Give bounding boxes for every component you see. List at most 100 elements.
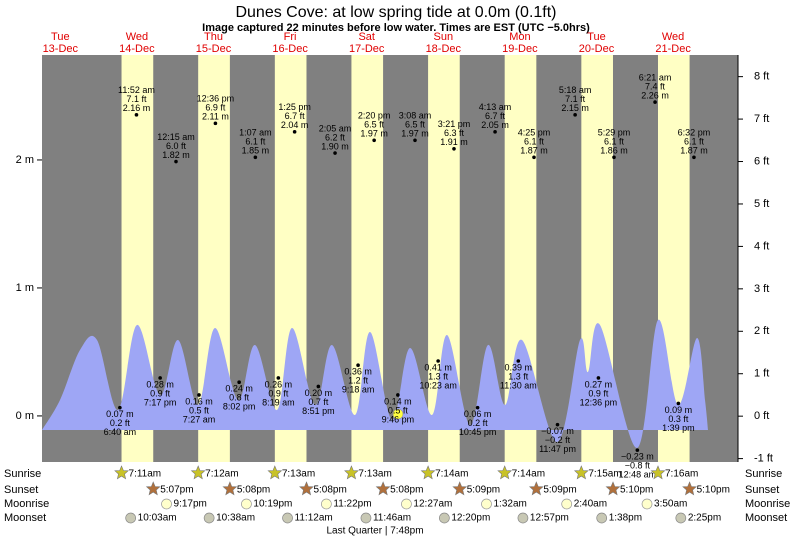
day-name: Thu xyxy=(204,31,223,43)
sunrise-time: 7:14am xyxy=(435,469,468,480)
day-date: 17-Dec xyxy=(349,43,385,55)
y2-tick-label: 0 ft xyxy=(754,410,769,422)
moonrise-time: 9:17pm xyxy=(174,499,207,510)
sunset-time: 5:10pm xyxy=(697,485,730,496)
tide-label: 3:08 am xyxy=(399,111,432,121)
tide-label: 0.41 m xyxy=(424,362,452,372)
sunset-icon xyxy=(299,481,314,496)
tide-point xyxy=(237,380,241,385)
tide-point xyxy=(596,376,601,380)
tide-label: 6.9 ft xyxy=(205,103,226,113)
tide-label: 6.7 ft xyxy=(285,111,306,121)
tide-point xyxy=(692,155,696,160)
tide-label: 0.3 ft xyxy=(668,414,689,424)
tide-point xyxy=(436,359,440,363)
moonset-time: 12:57pm xyxy=(530,513,569,524)
tide-label: 0.9 ft xyxy=(150,388,171,398)
chart-layer: 0 m 1 m 2 m -1 ft 0 ft 1 ft 2 ft 3 ft 4 ft 5 ft 6 … xyxy=(4,31,790,524)
tide-label: 2:05 am xyxy=(319,123,352,133)
tide-label: 9:46 pm xyxy=(382,414,415,424)
chart-title: Dunes Cove: at low spring tide at 0.0m (… xyxy=(235,4,556,21)
day-date: 20-Dec xyxy=(579,43,615,55)
sunset-icon xyxy=(452,481,468,496)
tide-label: 1.97 m xyxy=(401,129,429,139)
y2-tick-label: 5 ft xyxy=(754,198,769,210)
current-time-marker xyxy=(392,408,404,420)
y2-tick-label: 7 ft xyxy=(754,113,769,125)
sunrise-time: 7:13am xyxy=(282,469,315,480)
tide-label: 0.5 ft xyxy=(189,405,210,415)
day-date: 19-Dec xyxy=(502,43,538,55)
moonrise-icon xyxy=(161,498,172,510)
moonset-time: 11:46am xyxy=(373,513,411,524)
tide-label: 8:02 pm xyxy=(223,402,256,412)
tide-label: 0.2 ft xyxy=(110,418,131,428)
moonrise-time: 12:27am xyxy=(413,499,452,510)
tide-label: 0.36 m xyxy=(344,367,372,377)
tide-label: 0.26 m xyxy=(265,379,293,389)
tide-label: 12:15 am xyxy=(157,132,195,142)
tide-point xyxy=(174,159,178,164)
tide-label: 0.27 m xyxy=(585,379,613,389)
tide-label: 11:30 am xyxy=(500,380,537,390)
tide-label: 11:52 am xyxy=(118,85,155,95)
sunset-icon xyxy=(605,481,621,496)
tide-label: 1:39 pm xyxy=(662,423,695,433)
tide-point xyxy=(372,138,376,143)
tide-label: 0.9 ft xyxy=(588,388,609,398)
sunrise-time: 7:15am xyxy=(588,469,621,480)
tide-label: 6.1 ft xyxy=(604,137,625,147)
tide-label: 0.39 m xyxy=(505,362,533,372)
tide-label: 2.11 m xyxy=(202,112,229,122)
tide-label: 0.28 m xyxy=(146,379,174,389)
tide-label: 1.90 m xyxy=(321,141,349,151)
tide-label: 0.24 m xyxy=(225,384,253,394)
tide-point xyxy=(158,376,162,380)
tide-point xyxy=(635,448,640,452)
day-date: 16-Dec xyxy=(272,43,308,55)
tide-label: 7:17 pm xyxy=(144,397,177,407)
tide-curve xyxy=(42,319,708,449)
tide-label: 6:32 pm xyxy=(678,128,711,138)
moonrise-time: 3:50am xyxy=(654,499,687,510)
tide-label: 1.3 ft xyxy=(428,371,449,381)
tide-label: 12:36 pm xyxy=(197,94,235,104)
tide-point xyxy=(555,422,560,427)
tide-point xyxy=(316,384,321,389)
tide-label: 2.16 m xyxy=(123,103,151,113)
sunrise-icon xyxy=(190,465,206,480)
day-date: 15-Dec xyxy=(196,43,232,55)
moonrise-icon xyxy=(561,498,573,510)
tide-point xyxy=(475,405,480,410)
day-date: 18-Dec xyxy=(426,43,462,55)
sunrise-icon xyxy=(344,465,359,480)
moonrise-time: 1:32am xyxy=(493,499,526,510)
day-date: 14-Dec xyxy=(119,43,155,55)
tide-label: 2.15 m xyxy=(561,103,589,113)
sunset-time: 5:08pm xyxy=(390,485,423,496)
tide-label: 6.5 ft xyxy=(405,120,426,130)
tide-label: −0.07 m xyxy=(541,426,574,436)
tide-label: 1.87 m xyxy=(680,146,708,156)
tide-label: 4:25 pm xyxy=(518,128,551,138)
day-name: Wed xyxy=(662,31,684,43)
moonrise-time: 2:40am xyxy=(574,499,607,510)
day-date: 13-Dec xyxy=(43,43,79,55)
tide-point xyxy=(612,155,616,160)
tide-label: 2.04 m xyxy=(281,120,309,130)
y2-tick-label: 8 ft xyxy=(754,71,769,83)
moonrise-time: 11:22pm xyxy=(333,499,371,510)
row-label: Sunset xyxy=(4,484,38,496)
sunset-time: 5:08pm xyxy=(313,485,346,496)
tide-label: 0.7 ft xyxy=(308,397,329,407)
sunrise-icon xyxy=(114,465,129,480)
tide-point xyxy=(516,359,521,363)
tide-label: 6.1 ft xyxy=(245,137,266,147)
sunrise-icon xyxy=(573,465,589,480)
moonrise-icon xyxy=(321,498,332,510)
tide-label: 0.14 m xyxy=(384,396,412,406)
tide-label: 1.82 m xyxy=(162,150,190,160)
moonset-icon xyxy=(125,512,137,524)
tide-point xyxy=(532,155,536,160)
